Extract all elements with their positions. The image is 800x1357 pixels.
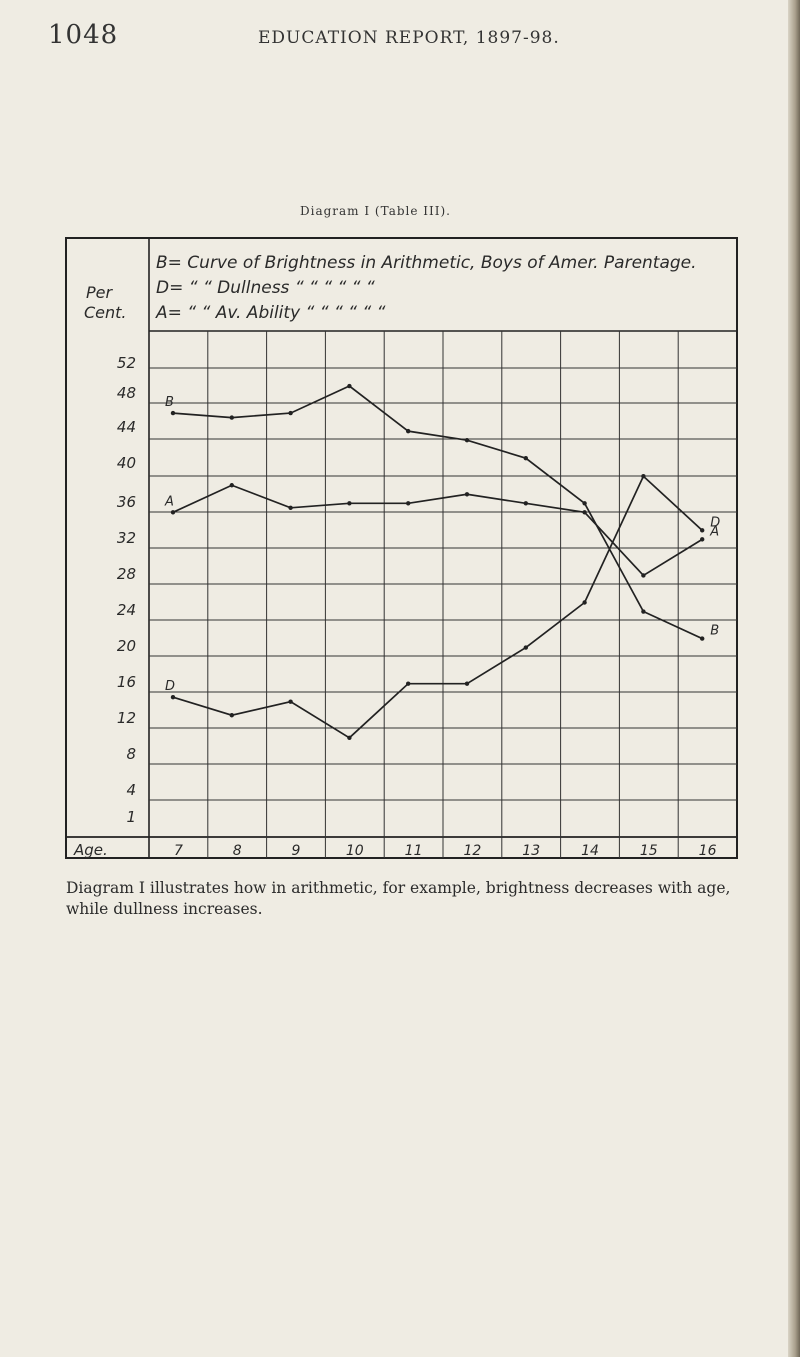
- series-line-A: [172, 484, 703, 577]
- data-point-D: [641, 474, 646, 479]
- y-axis-label-line-1: Per: [86, 283, 113, 302]
- data-point-D: [523, 645, 528, 650]
- x-tick-label: 12: [463, 843, 481, 859]
- x-tick-label: 7: [174, 843, 183, 859]
- data-point-D: [229, 713, 234, 718]
- data-point-B: [288, 410, 293, 416]
- data-point-B: [229, 415, 234, 420]
- data-point-D: [700, 528, 705, 533]
- chart-area: B= Curve of Brightness in Arithmetic, Bo…: [65, 237, 738, 859]
- data-point-A: [641, 573, 646, 578]
- x-tick-label: 10: [346, 843, 364, 859]
- page-edge: [788, 0, 800, 1357]
- y-tick-label: 52: [117, 354, 136, 372]
- data-point-A: [582, 510, 587, 515]
- x-tick-label: 15: [640, 843, 658, 859]
- y-tick-label: 20: [117, 637, 136, 655]
- y-tick-label: 16: [117, 673, 136, 691]
- y-tick-label: 48: [117, 384, 136, 402]
- y-tick-label: 1: [126, 808, 136, 826]
- legend-entry-1: D= “ “ Dullness “ “ “ “ “ “: [156, 278, 375, 298]
- y-tick-label: 8: [126, 745, 136, 763]
- x-tick-label: 14: [581, 843, 599, 859]
- legend-entry-2: A= “ “ Av. Ability “ “ “ “ “ “: [155, 303, 386, 323]
- series-label-D: D: [710, 515, 720, 530]
- x-axis-label: Age.: [73, 841, 108, 859]
- data-point-B: [700, 636, 705, 641]
- data-point-D: [582, 600, 587, 605]
- x-tick-label: 11: [405, 843, 423, 859]
- y-axis-label-line-2: Cent.: [84, 303, 127, 322]
- page-number: 1048: [48, 20, 119, 50]
- y-tick-label: 12: [117, 709, 136, 727]
- data-point-B: [406, 428, 411, 434]
- series-label-B: B: [165, 395, 174, 410]
- data-point-B: [523, 455, 528, 461]
- data-point-A: [170, 510, 176, 515]
- y-tick-label: 4: [126, 781, 136, 799]
- data-point-A: [288, 505, 293, 510]
- y-tick-label: 40: [117, 454, 136, 472]
- y-tick-label: 44: [117, 418, 136, 436]
- data-point-B: [641, 609, 646, 614]
- data-point-D: [170, 695, 176, 700]
- x-tick-label: 13: [522, 843, 540, 859]
- x-tick-label: 16: [699, 843, 717, 859]
- series-label-D: D: [165, 679, 175, 694]
- series-line-D: [172, 474, 703, 739]
- data-point-D: [288, 699, 293, 704]
- series-line-B: [172, 385, 703, 640]
- data-point-D: [347, 735, 352, 740]
- x-tick-label: 8: [233, 843, 242, 859]
- data-point-A: [347, 501, 352, 506]
- y-tick-label: 32: [117, 529, 136, 547]
- y-tick-label: 24: [117, 601, 136, 619]
- x-tick-label: 9: [292, 843, 301, 859]
- data-point-A: [523, 501, 528, 506]
- data-point-B: [347, 383, 352, 389]
- figure-caption: Diagram I illustrates how in arithmetic,…: [66, 879, 731, 918]
- data-point-B: [582, 501, 587, 506]
- running-head: EDUCATION REPORT, 1897-98.: [258, 28, 560, 48]
- diagram-title: Diagram I (Table III).: [300, 204, 451, 218]
- data-point-D: [464, 681, 470, 686]
- y-tick-label: 36: [117, 493, 136, 511]
- data-point-A: [464, 492, 470, 497]
- data-point-B: [464, 437, 470, 443]
- data-point-D: [406, 681, 411, 686]
- data-point-A: [406, 501, 411, 506]
- data-point-B: [170, 410, 176, 416]
- legend-entry-0: B= Curve of Brightness in Arithmetic, Bo…: [156, 253, 697, 273]
- series-label-A: A: [709, 524, 719, 539]
- series-label-B: B: [710, 624, 719, 639]
- series-label-A: A: [164, 494, 174, 509]
- y-tick-label: 28: [117, 565, 136, 583]
- data-point-A: [700, 537, 705, 542]
- data-point-A: [229, 483, 234, 488]
